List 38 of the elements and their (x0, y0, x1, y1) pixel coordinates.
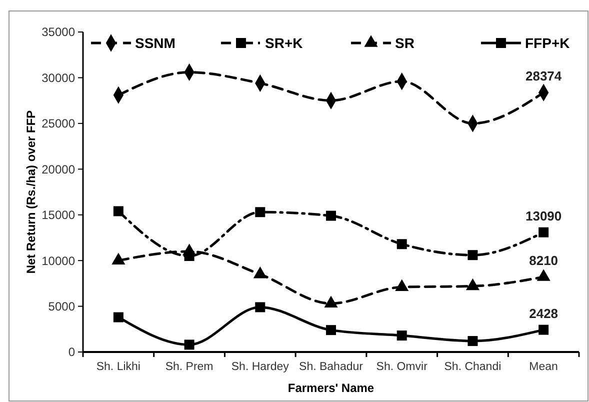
x-tick-label: Sh. Hardey (231, 361, 290, 373)
y-tick-label: 20000 (42, 162, 76, 176)
legend-label: SSNM (135, 34, 176, 51)
y-axis-title: Net Return (Rs./ha) over FFP (24, 110, 38, 274)
x-axis-title: Farmers' Name (288, 381, 374, 395)
point (396, 239, 407, 250)
point (468, 336, 478, 346)
x-tick-label: Sh. Likhi (96, 361, 140, 373)
y-tick-label: 25000 (42, 116, 76, 131)
point (255, 207, 266, 218)
point (396, 330, 407, 341)
point (184, 340, 194, 350)
y-tick-label: 5000 (48, 299, 76, 314)
x-tick-label: Sh. Omvir (376, 361, 428, 373)
x-tick-label: Sh. Chandi (444, 361, 502, 373)
x-tick-label: Sh. Bahadur (299, 361, 364, 373)
y-tick-label: 0 (68, 345, 76, 360)
legend-label: FFP+K (525, 34, 570, 51)
y-tick-label: 10000 (42, 254, 76, 268)
point (326, 325, 336, 336)
point (255, 302, 266, 312)
data-label: 28374 (525, 68, 562, 84)
y-tick-label: 15000 (42, 208, 76, 222)
x-tick-label: Sh. Prem (165, 361, 214, 373)
point (326, 210, 336, 221)
point (113, 206, 124, 216)
y-tick-label: 30000 (42, 70, 76, 85)
data-label: 13090 (525, 208, 562, 224)
legend-label: SR+K (265, 34, 303, 51)
point (538, 324, 549, 335)
point (538, 227, 549, 238)
legend-label: SR (395, 34, 414, 51)
point (113, 312, 124, 322)
point (468, 250, 478, 260)
data-label: 2428 (529, 306, 558, 321)
y-tick-label: 35000 (42, 25, 76, 40)
data-label: 8210 (529, 252, 558, 268)
x-tick-label: Mean (529, 361, 558, 373)
